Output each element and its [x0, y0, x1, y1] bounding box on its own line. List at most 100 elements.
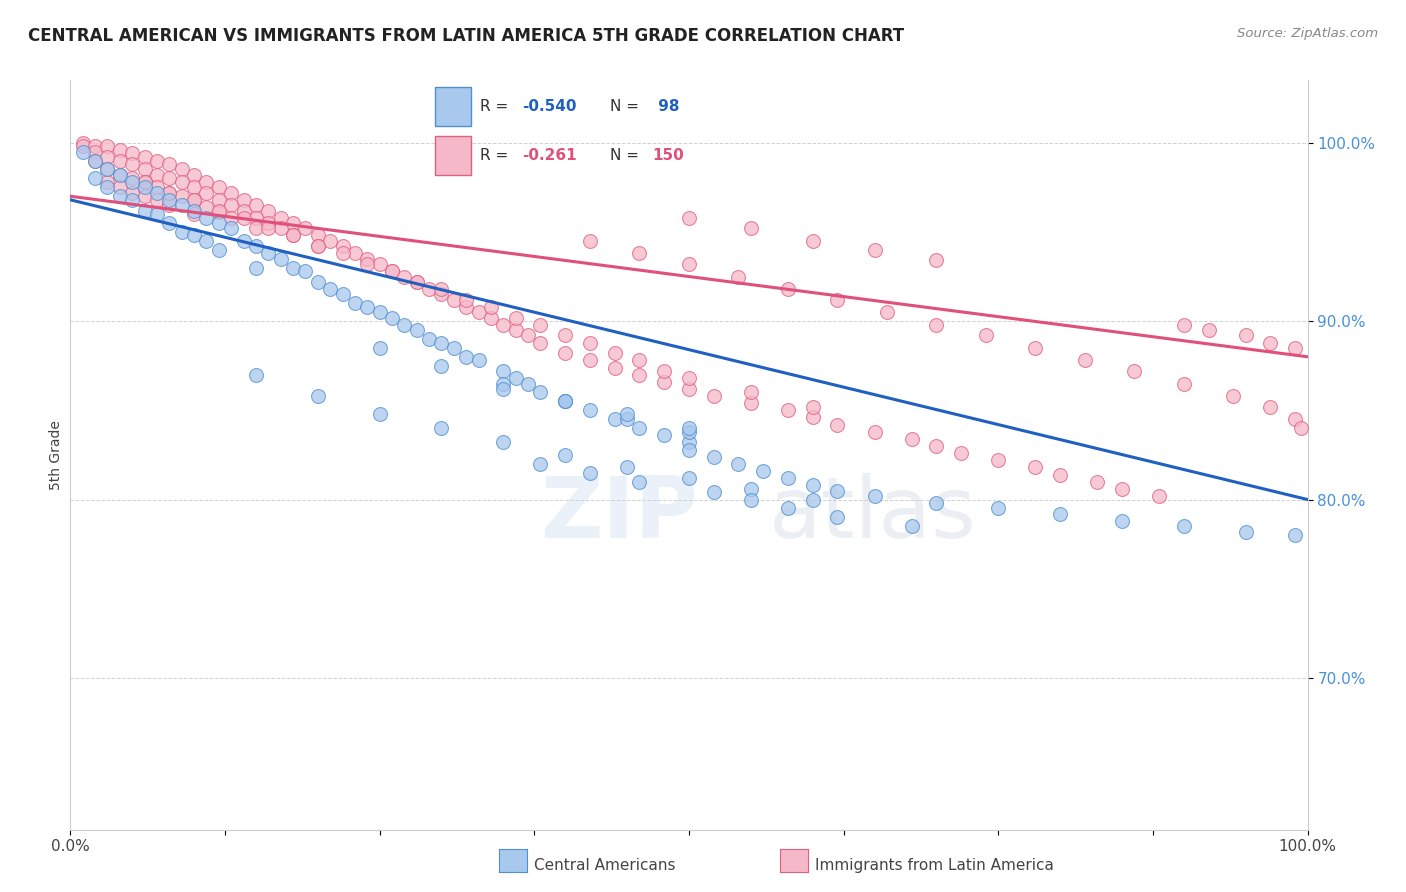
- Point: [925, 318, 948, 332]
- Point: [72, 145, 94, 159]
- Point: [381, 310, 404, 325]
- Point: [1260, 400, 1282, 414]
- Point: [1198, 323, 1220, 337]
- Point: [307, 275, 329, 289]
- Point: [703, 450, 725, 464]
- Point: [108, 153, 131, 168]
- Point: [170, 162, 193, 177]
- Point: [554, 394, 576, 409]
- Point: [430, 335, 453, 350]
- Point: [603, 346, 626, 360]
- Point: [925, 253, 948, 268]
- Text: 150: 150: [652, 148, 685, 162]
- Point: [827, 510, 849, 524]
- Point: [678, 421, 700, 435]
- Point: [332, 287, 354, 301]
- Point: [827, 293, 849, 307]
- Point: [146, 168, 169, 182]
- Point: [974, 328, 997, 343]
- Text: R =: R =: [481, 99, 513, 114]
- Point: [628, 246, 651, 260]
- Point: [157, 157, 180, 171]
- Point: [281, 216, 304, 230]
- Point: [776, 501, 799, 516]
- Point: [270, 221, 292, 235]
- Text: R =: R =: [481, 148, 519, 162]
- Point: [776, 471, 799, 485]
- Point: [1111, 514, 1133, 528]
- Point: [96, 162, 118, 177]
- Point: [801, 492, 824, 507]
- Point: [183, 207, 205, 221]
- Point: [157, 171, 180, 186]
- Point: [183, 228, 205, 243]
- Point: [925, 496, 948, 510]
- Point: [456, 293, 478, 307]
- Point: [554, 448, 576, 462]
- Point: [579, 403, 602, 417]
- Point: [208, 193, 231, 207]
- Point: [678, 471, 700, 485]
- Point: [492, 364, 515, 378]
- Point: [529, 318, 551, 332]
- Point: [616, 407, 638, 421]
- Point: [394, 318, 416, 332]
- Point: [628, 368, 651, 382]
- Point: [801, 234, 824, 248]
- Point: [925, 439, 948, 453]
- Point: [281, 260, 304, 275]
- Point: [579, 234, 602, 248]
- Point: [529, 457, 551, 471]
- Point: [170, 189, 193, 203]
- Point: [554, 394, 576, 409]
- Text: atlas: atlas: [769, 474, 977, 557]
- Point: [740, 396, 762, 410]
- Point: [232, 193, 254, 207]
- Point: [232, 234, 254, 248]
- Text: N =: N =: [610, 148, 644, 162]
- Point: [752, 464, 775, 478]
- Point: [257, 203, 280, 218]
- Point: [678, 442, 700, 457]
- Point: [1049, 507, 1071, 521]
- Point: [443, 341, 465, 355]
- Point: [652, 428, 675, 442]
- Point: [368, 407, 391, 421]
- Point: [529, 335, 551, 350]
- Point: [245, 260, 267, 275]
- Point: [108, 143, 131, 157]
- Point: [208, 243, 231, 257]
- Point: [157, 186, 180, 200]
- Point: [183, 203, 205, 218]
- Point: [108, 168, 131, 182]
- Point: [245, 198, 267, 212]
- Point: [121, 157, 143, 171]
- Point: [208, 216, 231, 230]
- Point: [1024, 341, 1046, 355]
- Point: [208, 180, 231, 194]
- Point: [121, 186, 143, 200]
- Point: [281, 228, 304, 243]
- Point: [270, 252, 292, 266]
- Point: [678, 211, 700, 225]
- Point: [170, 225, 193, 239]
- Point: [1234, 328, 1257, 343]
- Point: [1123, 364, 1146, 378]
- Point: [332, 246, 354, 260]
- Point: [170, 175, 193, 189]
- Point: [492, 382, 515, 396]
- Point: [579, 466, 602, 480]
- Point: [307, 228, 329, 243]
- Point: [134, 162, 156, 177]
- Point: [84, 153, 107, 168]
- Point: [987, 501, 1010, 516]
- Point: [1222, 389, 1244, 403]
- Point: [1173, 519, 1195, 533]
- Text: Central Americans: Central Americans: [534, 858, 676, 872]
- Point: [678, 371, 700, 385]
- Point: [121, 146, 143, 161]
- Point: [170, 198, 193, 212]
- Point: [183, 193, 205, 207]
- Point: [776, 282, 799, 296]
- Point: [108, 189, 131, 203]
